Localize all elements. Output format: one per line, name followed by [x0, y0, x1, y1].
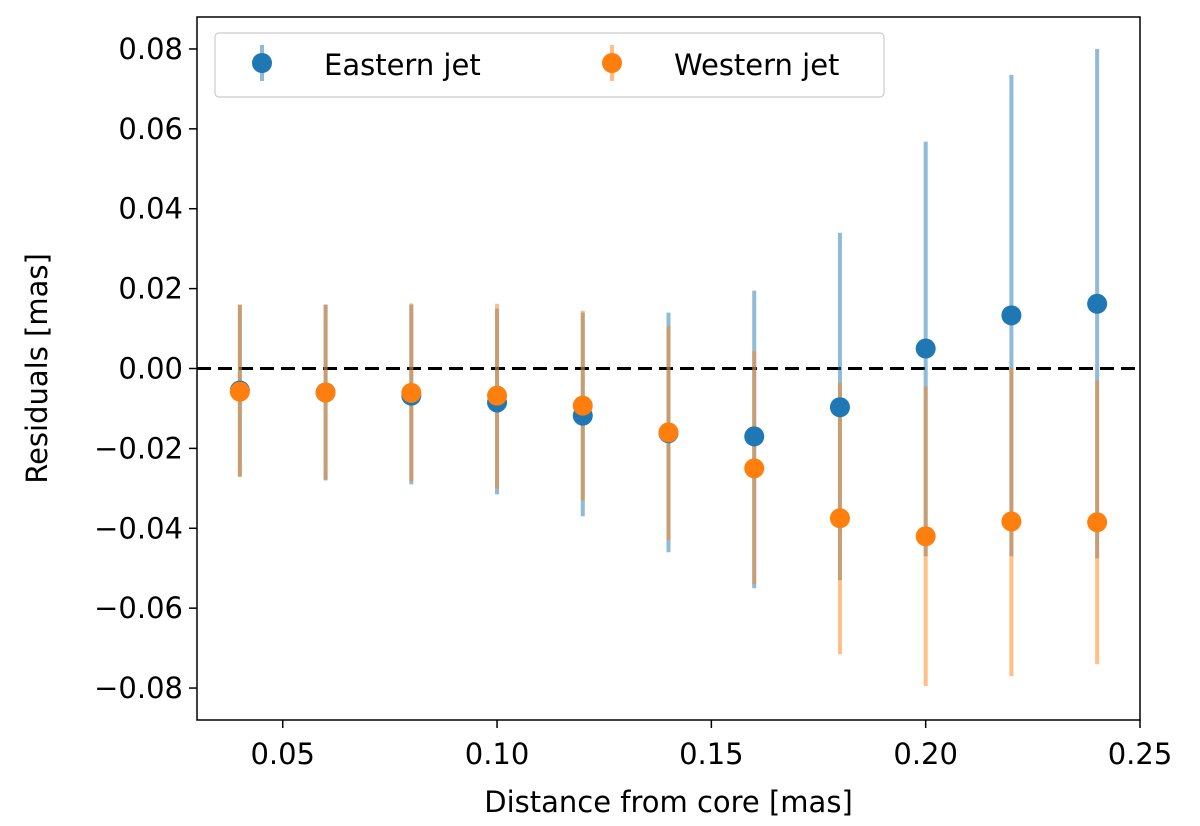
x-axis-label: Distance from core [mas] — [484, 785, 853, 819]
y-tick-label: 0.02 — [118, 272, 183, 306]
y-tick-label: 0.08 — [118, 32, 183, 66]
x-tick-label: 0.15 — [679, 737, 744, 771]
axis-ticks: 0.05 0.10 0.15 0.20 0.25 0.08 0.06 0.04 0.02 0.00… — [94, 32, 1172, 771]
eastern-point — [915, 338, 936, 359]
legend-western-label: Western jet — [674, 48, 839, 82]
x-tick-label: 0.25 — [1108, 737, 1173, 771]
western-point — [315, 382, 336, 403]
eastern-point — [744, 426, 765, 447]
y-axis-label: Residuals [mas] — [20, 253, 54, 484]
y-tick-label: 0.06 — [118, 112, 183, 146]
western-point — [401, 382, 422, 403]
western-point — [487, 385, 508, 406]
eastern-point — [1087, 293, 1108, 314]
legend: Eastern jet Western jet — [214, 32, 885, 98]
legend-eastern-label: Eastern jet — [324, 48, 481, 82]
x-tick-label: 0.20 — [893, 737, 958, 771]
x-tick-label: 0.10 — [465, 737, 530, 771]
legend-eastern-marker — [252, 53, 272, 73]
eastern-point — [829, 397, 850, 418]
plot-area — [197, 48, 1140, 687]
eastern-point — [1001, 305, 1022, 326]
western-point — [229, 381, 250, 402]
western-point — [1087, 512, 1108, 533]
western-point — [744, 458, 765, 479]
western-point — [572, 395, 593, 416]
y-tick-label: 0.00 — [118, 352, 183, 386]
y-tick-label: −0.02 — [94, 431, 183, 465]
y-tick-label: −0.08 — [94, 671, 183, 705]
y-tick-label: −0.06 — [94, 591, 183, 625]
western-point — [1001, 511, 1022, 532]
legend-western-marker — [602, 53, 622, 73]
x-tick-label: 0.05 — [250, 737, 315, 771]
y-tick-label: 0.04 — [118, 192, 183, 226]
western-point — [658, 422, 679, 443]
legend-box — [214, 32, 885, 98]
western-point — [915, 526, 936, 547]
y-tick-label: −0.04 — [94, 511, 183, 545]
western-point — [829, 508, 850, 529]
